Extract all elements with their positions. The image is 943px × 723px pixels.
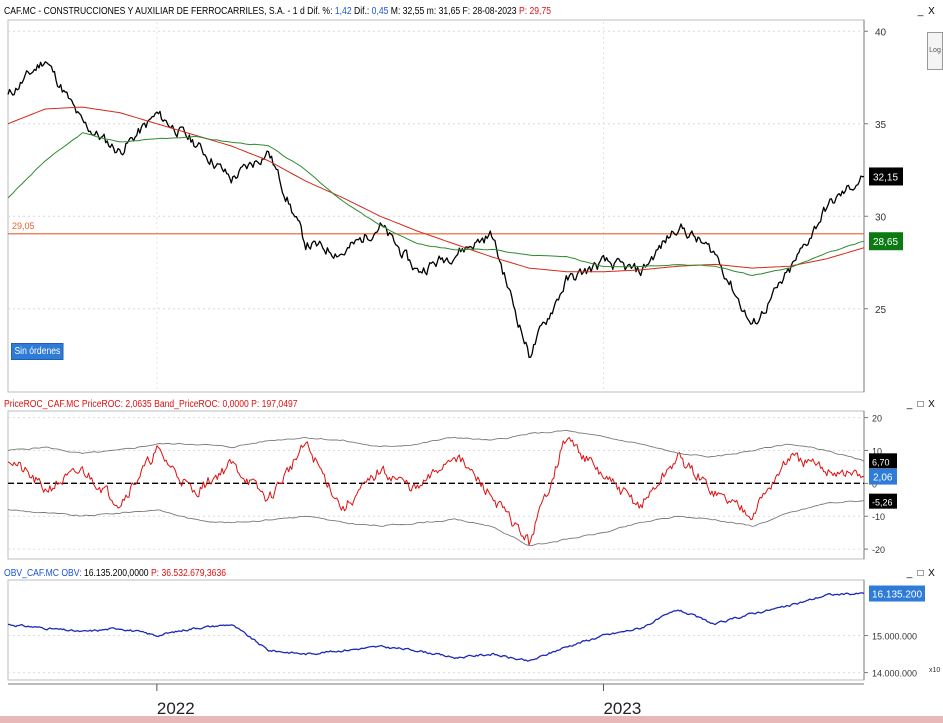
max-value: 32,55 — [402, 6, 425, 17]
close-button[interactable]: X — [928, 6, 935, 17]
y-tick-label: 25 — [875, 305, 887, 316]
symbol-title: CAF.MC - CONSTRUCCIONES Y AUXILIAR DE FE… — [4, 6, 305, 17]
roc-value-tag-bg — [869, 468, 897, 485]
plot-frame — [7, 19, 865, 393]
roc-maximize-button[interactable]: □ — [917, 399, 924, 410]
roc-upper-tag-bg — [869, 453, 897, 469]
band-label: Band_PriceROC: — [154, 399, 221, 410]
series-band_lower — [7, 500, 865, 547]
log-scale-button[interactable]: Log — [927, 32, 943, 70]
roc-minimize-button[interactable]: _ — [906, 399, 913, 410]
time-tick-label: 2023 — [603, 699, 641, 718]
y-tick-label: 40 — [875, 27, 887, 38]
roc-lower-tag-bg — [869, 493, 897, 509]
series-obv — [7, 592, 865, 662]
date-value: 28-08-2023 — [472, 6, 517, 17]
date-label: F: — [462, 6, 471, 17]
reference-line-label: 29,05 — [12, 221, 35, 231]
roc-pane-controls: _ □ X — [904, 399, 937, 410]
roc-frame — [7, 410, 865, 560]
roc-value: 2,0635 — [125, 399, 152, 410]
roc-y-tick-label: 10 — [872, 446, 882, 456]
p-label: P: — [518, 6, 528, 17]
max-label: M: — [390, 6, 401, 17]
series-ma_fast — [7, 132, 865, 276]
price-chart[interactable]: 25 30 35 40 29,05 32,15 28,65 — [0, 0, 943, 394]
obv-p-value: 36.532.679,3636 — [161, 568, 227, 579]
obv-value: 16.135.200,0000 — [83, 568, 149, 579]
price-tag: 32,15 — [873, 172, 898, 183]
price-pane-header: CAF.MC - CONSTRUCCIONES Y AUXILIAR DE FE… — [4, 4, 551, 20]
roc-p-value: 197,0497 — [261, 399, 298, 410]
roc-y-tick-label: 20 — [872, 414, 882, 424]
series-band_upper — [7, 429, 865, 462]
roc-pane-header: PriceROC_CAF.MC PriceROC: 2,0635 Band_Pr… — [4, 397, 298, 413]
obv-name: OBV_CAF.MC — [4, 568, 59, 579]
min-label: m: — [426, 6, 437, 17]
obv-maximize-button[interactable]: □ — [917, 568, 924, 579]
roc-pane[interactable]: PriceROC_CAF.MC PriceROC: 2,0635 Band_Pr… — [0, 397, 943, 563]
obv-label: OBV: — [61, 568, 82, 579]
roc-name: PriceROC_CAF.MC — [4, 399, 80, 410]
obv-minimize-button[interactable]: _ — [906, 568, 913, 579]
obv-p-label: P: — [150, 568, 160, 579]
obv-value-tag-bg — [869, 585, 925, 602]
dif-pct-label: Dif. %: — [307, 6, 333, 17]
minimize-button[interactable]: _ — [917, 6, 924, 17]
y-tick-label: 35 — [875, 120, 887, 131]
roc-y-tick-label: -20 — [872, 545, 885, 555]
price-tag-bg — [869, 167, 903, 186]
series-ma_slow — [7, 106, 865, 273]
orders-button[interactable]: Sin órdenes — [11, 343, 64, 360]
obv-y-tick-label: 14.000.000 — [872, 669, 917, 679]
obv-pane-header: OBV_CAF.MC OBV: 16.135.200,0000 P: 36.53… — [4, 566, 226, 582]
roc-close-button[interactable]: X — [928, 399, 935, 410]
time-axis: 2022 2023 — [0, 683, 943, 723]
obv-y-tick-label: 15.000.000 — [872, 632, 917, 642]
dif-label: Dif.: — [353, 6, 370, 17]
obv-pane-controls: _ □ X — [904, 568, 937, 579]
dif-pct-value: 1,42 — [334, 6, 352, 17]
roc-label: PriceROC: — [81, 399, 124, 410]
roc-chart[interactable]: -20-10010206,70-5,262,06 — [0, 397, 943, 563]
roc-y-tick-label: -10 — [872, 512, 885, 522]
price-pane-controls: _ X — [915, 6, 937, 17]
ma-tag: 28,65 — [873, 237, 898, 248]
obv-close-button[interactable]: X — [928, 568, 935, 579]
roc-p-label: P: — [251, 399, 260, 410]
series-price — [7, 61, 865, 359]
roc-upper-tag: 6,70 — [872, 457, 890, 467]
bottom-strip — [0, 716, 943, 723]
obv-scale-label: x10 — [929, 667, 940, 674]
obv-value-tag: 16.135.200 — [872, 590, 922, 601]
series-roc — [7, 437, 865, 546]
obv-pane[interactable]: OBV_CAF.MC OBV: 16.135.200,0000 P: 36.53… — [0, 566, 943, 682]
y-tick-label: 30 — [875, 212, 887, 223]
time-tick-label: 2022 — [157, 699, 195, 718]
obv-chart[interactable]: 14.000.000 15.000.000 16.135.200 x10 — [0, 566, 943, 684]
band-value: 0,0000 — [222, 399, 249, 410]
dif-value: 0,45 — [371, 6, 389, 17]
roc-value-tag: 2,06 — [873, 473, 893, 484]
roc-lower-tag: -5,26 — [872, 498, 893, 508]
p-value: 29,75 — [529, 6, 552, 17]
ma-tag-bg — [869, 232, 903, 251]
min-value: 31,65 — [438, 6, 461, 17]
